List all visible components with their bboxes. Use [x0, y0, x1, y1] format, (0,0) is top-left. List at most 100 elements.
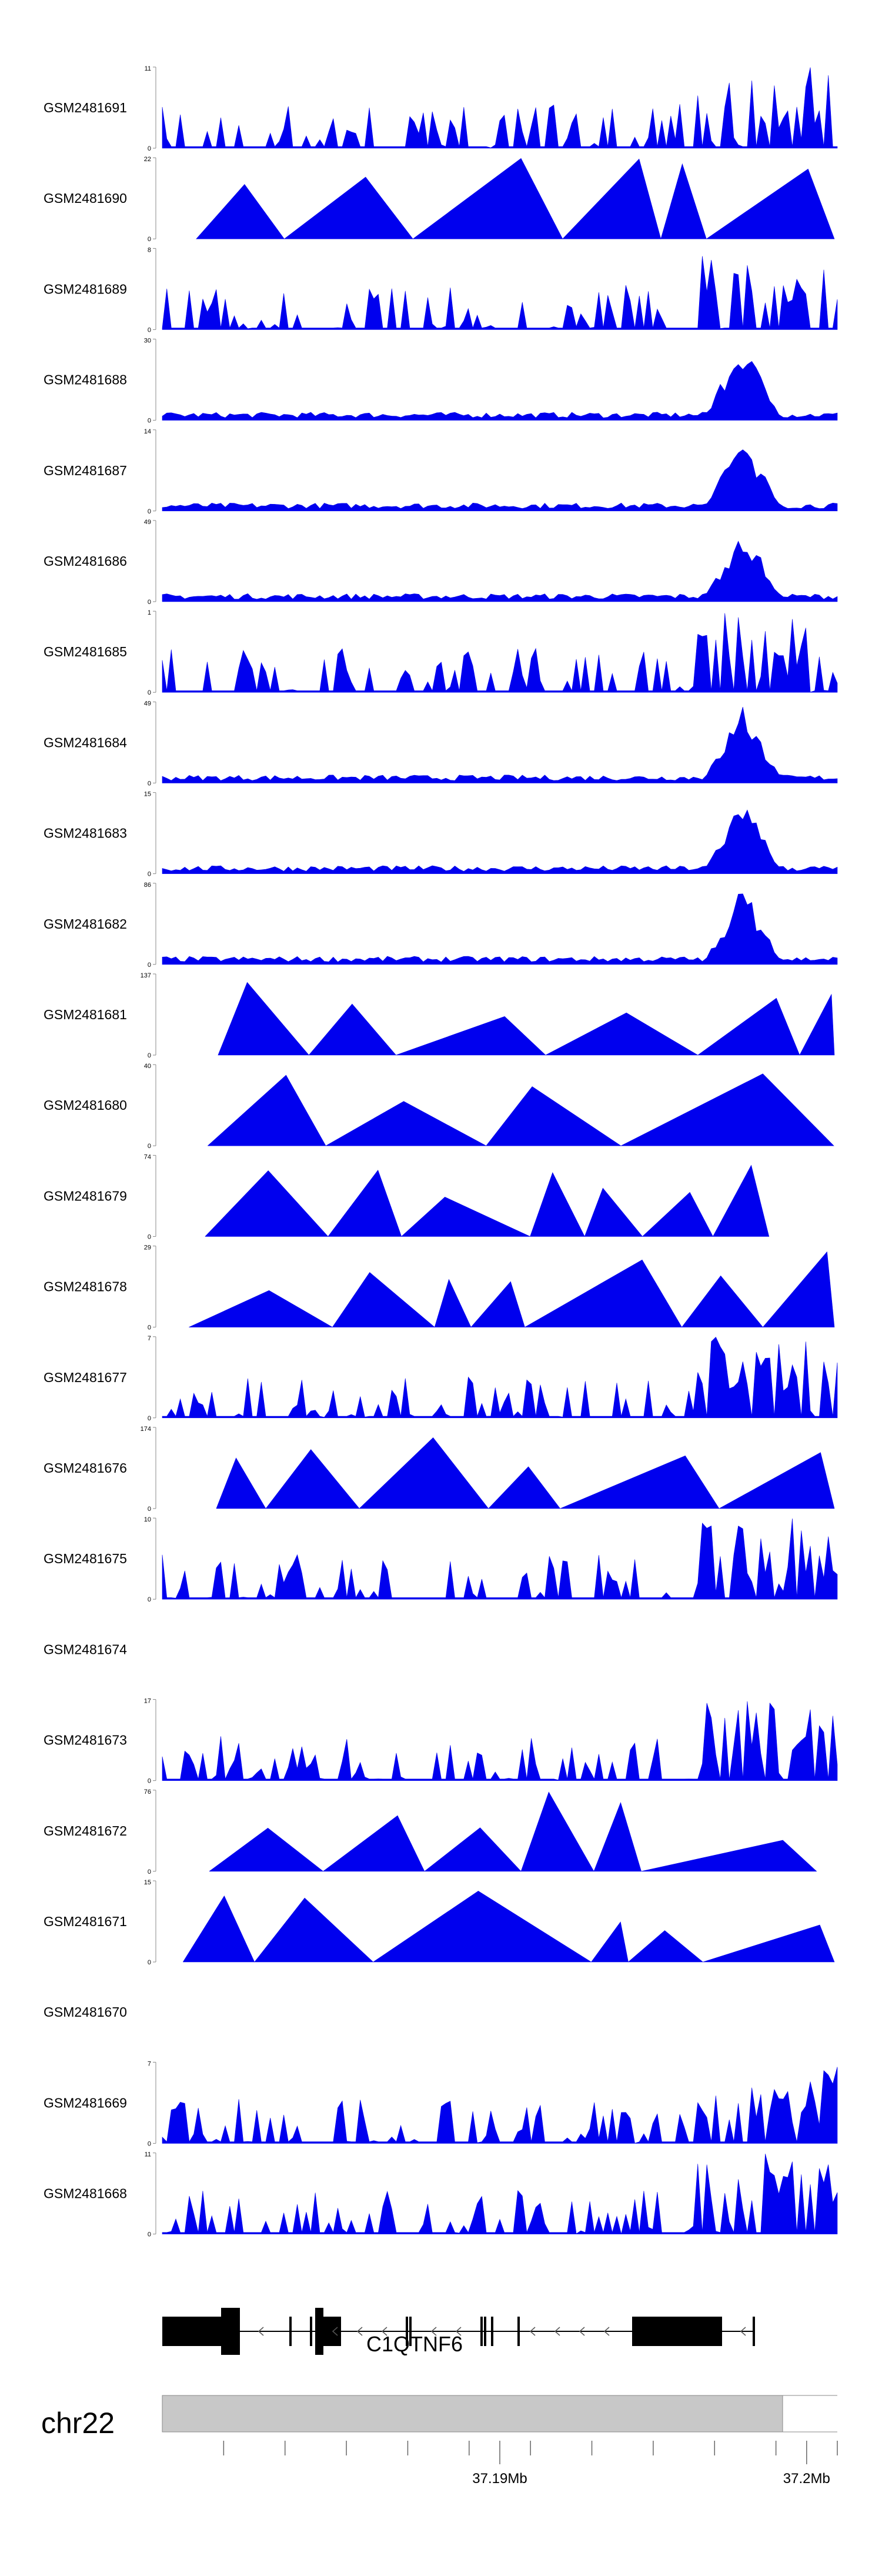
coverage-area	[162, 893, 838, 965]
gene-exon-utr	[632, 2317, 722, 2346]
track-GSM2481685: GSM2481685 1 0	[44, 609, 838, 696]
y-tick-label-max: 86	[144, 882, 151, 889]
y-tick-label-max: 29	[144, 1244, 151, 1252]
y-tick-label-max: 22	[144, 156, 151, 163]
strand-arrow	[579, 2327, 585, 2336]
axis-tick-label: 37.19Mb	[472, 2471, 527, 2487]
strand-arrow	[258, 2327, 264, 2336]
strand-arrow	[603, 2327, 610, 2336]
chromosome-axis: 37.19Mb 37.2Mb	[162, 2395, 838, 2487]
strand-arrow	[381, 2327, 387, 2336]
gene-exon-thin	[289, 2317, 292, 2346]
y-tick-label-zero: 0	[148, 2140, 151, 2147]
y-tick-label-max: 49	[144, 700, 151, 707]
gene-exon-cds	[315, 2308, 323, 2355]
coverage-area	[162, 1518, 838, 1600]
track-label: GSM2481681	[44, 1007, 127, 1022]
y-tick-label-zero: 0	[148, 1415, 151, 1422]
y-tick-label-zero: 0	[148, 1868, 151, 1876]
track-GSM2481678: GSM2481678 29 0	[44, 1244, 835, 1332]
track-GSM2481672: GSM2481672 76 0	[44, 1788, 817, 1876]
coverage-area	[162, 540, 838, 602]
y-tick-label-max: 76	[144, 1788, 151, 1796]
y-tick-label-max: 137	[141, 972, 151, 979]
track-GSM2481676: GSM2481676 174 0	[44, 1426, 835, 1513]
track-label: GSM2481677	[44, 1370, 127, 1385]
y-tick-label-zero: 0	[148, 1324, 151, 1332]
y-tick-label-max: 30	[144, 338, 151, 345]
chromosome-axis-track: chr22 37.19Mb 37.2Mb	[41, 2395, 838, 2487]
track-GSM2481671: GSM2481671 15 0	[44, 1879, 835, 1966]
gene-exon-cds	[221, 2308, 240, 2355]
track-GSM2481673: GSM2481673 17 0	[44, 1698, 838, 1785]
y-tick-label-max: 15	[144, 1879, 151, 1886]
track-GSM2481679: GSM2481679 74 0	[44, 1153, 770, 1240]
track-GSM2481670: GSM2481670	[44, 2004, 127, 2020]
y-tick-label-zero: 0	[148, 236, 151, 243]
track-GSM2481668: GSM2481668 11 0	[44, 2151, 838, 2238]
coverage-area	[162, 256, 838, 330]
gene-exon-thin	[409, 2317, 412, 2346]
coverage-area	[218, 982, 835, 1056]
track-label: GSM2481678	[44, 1279, 127, 1294]
y-tick-label-zero: 0	[148, 780, 151, 787]
track-GSM2481681: GSM2481681 137 0	[44, 972, 835, 1059]
track-label: GSM2481679	[44, 1188, 127, 1203]
strand-arrow	[554, 2327, 560, 2336]
y-tick-label-zero: 0	[148, 1143, 151, 1150]
track-label: GSM2481682	[44, 916, 127, 932]
strand-arrow	[332, 2327, 338, 2336]
track-label: GSM2481686	[44, 553, 127, 569]
strand-arrow	[356, 2327, 363, 2336]
y-tick-label-zero: 0	[148, 962, 151, 969]
track-GSM2481687: GSM2481687 14 0	[44, 428, 838, 515]
gene-exon-thin	[517, 2317, 520, 2346]
coverage-area	[162, 2154, 838, 2234]
track-label: GSM2481669	[44, 2095, 127, 2110]
gene-model	[162, 2308, 755, 2355]
axis-tick-label: 37.2Mb	[783, 2471, 830, 2487]
strand-arrow	[529, 2327, 536, 2336]
track-label: GSM2481689	[44, 281, 127, 296]
track-label: GSM2481670	[44, 2004, 127, 2020]
gene-exon-thin	[491, 2317, 493, 2346]
y-tick-label-max: 11	[145, 2151, 151, 2158]
coverage-tracks: GSM2481691110GSM2481690220GSM248168980GS…	[44, 65, 838, 2238]
y-tick-label-zero: 0	[148, 1778, 151, 1785]
coverage-area	[162, 1701, 838, 1781]
gene-exon-thin	[310, 2317, 312, 2346]
chromosome-region-band	[162, 2395, 783, 2432]
strand-arrow	[430, 2327, 437, 2336]
coverage-area	[216, 1437, 835, 1509]
y-tick-label-max: 8	[148, 246, 151, 253]
track-label: GSM2481687	[44, 463, 127, 478]
track-label: GSM2481672	[44, 1823, 127, 1838]
track-label: GSM2481673	[44, 1733, 127, 1748]
y-tick-label-zero: 0	[148, 1506, 151, 1513]
track-label: GSM2481668	[44, 2186, 127, 2201]
coverage-area	[162, 361, 838, 421]
track-GSM2481680: GSM2481680 40 0	[44, 1063, 834, 1150]
y-tick-label-zero: 0	[148, 1233, 151, 1240]
track-GSM2481682: GSM2481682 86 0	[44, 882, 838, 969]
track-label: GSM2481675	[44, 1551, 127, 1566]
track-label: GSM2481680	[44, 1097, 127, 1113]
coverage-area	[189, 1251, 835, 1328]
coverage-area	[162, 67, 838, 149]
track-GSM2481686: GSM2481686 49 0	[44, 519, 838, 606]
strand-arrow	[740, 2327, 746, 2336]
track-GSM2481683: GSM2481683 15 0	[44, 791, 838, 878]
gene-name-label: C1QTNF6	[366, 2332, 463, 2356]
y-tick-label-max: 10	[144, 1516, 151, 1523]
track-label: GSM2481676	[44, 1460, 127, 1476]
y-tick-label-zero: 0	[148, 871, 151, 878]
track-GSM2481675: GSM2481675 10 0	[44, 1516, 838, 1603]
coverage-area	[162, 809, 838, 874]
track-GSM2481690: GSM2481690 22 0	[44, 156, 835, 243]
coverage-area	[205, 1164, 770, 1237]
y-tick-label-zero: 0	[148, 508, 151, 515]
track-GSM2481684: GSM2481684 49 0	[44, 700, 838, 787]
coverage-area	[162, 1336, 838, 1419]
track-label: GSM2481684	[44, 735, 127, 750]
track-GSM2481689: GSM2481689 8 0	[44, 246, 838, 333]
